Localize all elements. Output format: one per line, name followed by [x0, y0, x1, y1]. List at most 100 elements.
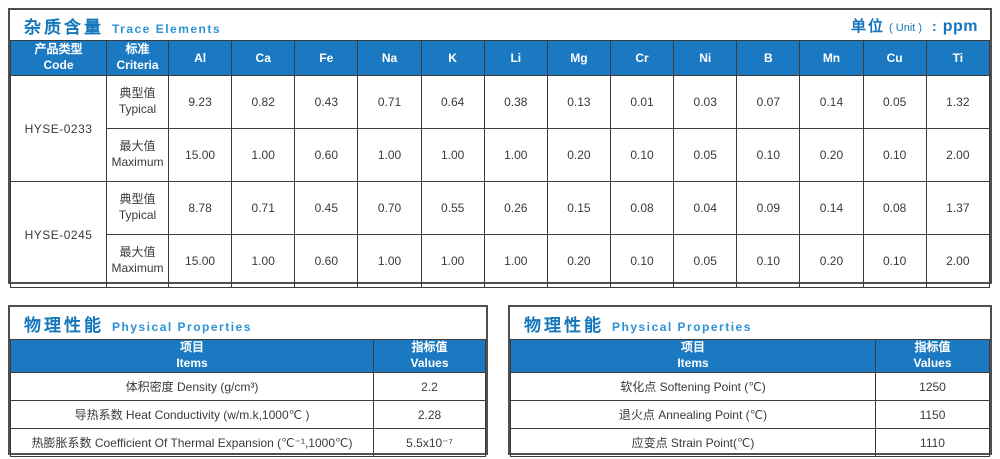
value-cell: 0.71 — [357, 75, 422, 129]
col-header-element: Ni — [673, 40, 738, 76]
col-header-element: Mn — [799, 40, 864, 76]
physical-left-header-row: 项目 Items 指标值 Values — [10, 339, 486, 373]
trace-header-row: 产品类型 Code 标准 Criteria Al Ca Fe Na K Li M… — [10, 40, 991, 76]
item-cell: 热膨胀系数 Coefficient Of Thermal Expansion (… — [10, 428, 374, 457]
col-header-element: Cu — [862, 40, 927, 76]
value-cell: 2.00 — [925, 234, 991, 288]
physical-right-title-zh: 物理性能 — [524, 315, 604, 335]
value-cell: 0.10 — [609, 128, 675, 182]
criteria-zh: 最大值 — [119, 245, 156, 260]
value-cell: 9.23 — [167, 75, 233, 129]
physical-right-table: 项目 Items 指标值 Values 软化点 Softening Point … — [510, 339, 990, 457]
trace-title: 杂质含量 Trace Elements — [24, 13, 221, 38]
table-row: HYSE-0233 典型值 Typical 9.23 0.82 0.43 0.7… — [10, 75, 991, 182]
value-cell: 0.08 — [609, 181, 675, 235]
col-header-code-zh: 产品类型 — [34, 42, 83, 57]
value-cell: 1.00 — [483, 234, 548, 288]
value-cell: 15.00 — [167, 128, 233, 182]
unit-en: ( Unit ) — [889, 21, 923, 34]
value-cell: 1.00 — [357, 234, 422, 288]
value-cell: 2.00 — [925, 128, 991, 182]
value-cell: 1.00 — [231, 234, 296, 288]
col-header-items: 项目 Items — [10, 339, 374, 373]
value-cell: 0.20 — [546, 128, 611, 182]
item-cell: 软化点 Softening Point (℃) — [510, 372, 876, 401]
table-row: 最大值 Maximum 15.00 1.00 0.60 1.00 1.00 1.… — [11, 128, 991, 182]
trace-elements-panel: 杂质含量 Trace Elements 单位 ( Unit ) : ppm 产品… — [8, 8, 992, 288]
col-header-items: 项目 Items — [510, 339, 876, 373]
value-cell: 0.10 — [862, 234, 927, 288]
col-header-items-zh: 项目 — [680, 340, 705, 355]
physical-right-title-en: Physical Properties — [612, 319, 752, 334]
value-cell: 1.37 — [925, 181, 991, 235]
value-cell: 0.55 — [420, 181, 485, 235]
value-cell: 0.10 — [609, 234, 675, 288]
value-cell: 0.82 — [231, 75, 296, 129]
value-cell: 8.78 — [167, 181, 233, 235]
criteria-en: Maximum — [111, 261, 164, 275]
physical-left-title-band: 物理性能 Physical Properties — [10, 307, 486, 339]
col-header-values: 指标值 Values — [875, 339, 990, 373]
criteria-zh: 典型值 — [119, 192, 156, 207]
value-cell: 0.04 — [673, 181, 738, 235]
value-cell: 0.14 — [799, 75, 864, 129]
value-cell: 0.20 — [546, 234, 611, 288]
value-cell: 2.28 — [373, 400, 486, 429]
physical-left-title-en: Physical Properties — [112, 319, 252, 334]
col-header-criteria: 标准 Criteria — [106, 40, 169, 76]
value-cell: 1.00 — [231, 128, 296, 182]
col-header-items-en: Items — [677, 356, 709, 370]
col-header-code-en: Code — [43, 58, 74, 72]
item-cell: 应变点 Strain Point(℃) — [510, 428, 876, 457]
table-row: 退火点 Annealing Point (℃) 1150 — [510, 400, 990, 429]
value-cell: 0.60 — [294, 128, 359, 182]
criteria-zh: 最大值 — [119, 139, 156, 154]
value-cell: 15.00 — [167, 234, 233, 288]
unit-colon: : — [932, 17, 937, 34]
criteria-cell: 典型值 Typical — [106, 181, 169, 235]
trace-elements-table: 产品类型 Code 标准 Criteria Al Ca Fe Na K Li M… — [10, 40, 991, 288]
col-header-element: K — [420, 40, 485, 76]
value-cell: 0.05 — [673, 128, 738, 182]
col-header-values-zh: 指标值 — [914, 340, 951, 355]
col-header-element: Ca — [231, 40, 296, 76]
col-header-element: Li — [483, 40, 548, 76]
product-code-cell: HYSE-0233 — [10, 75, 107, 182]
unit-value: ppm — [942, 17, 978, 35]
value-cell: 1.00 — [357, 128, 422, 182]
table-row: HYSE-0245 典型值 Typical 8.78 0.71 0.45 0.7… — [10, 181, 991, 288]
value-cell: 0.43 — [294, 75, 359, 129]
criteria-en: Maximum — [111, 155, 164, 169]
trace-title-band: 杂质含量 Trace Elements 单位 ( Unit ) : ppm — [10, 10, 990, 40]
table-row: 软化点 Softening Point (℃) 1250 — [510, 372, 990, 401]
col-header-items-zh: 项目 — [179, 340, 204, 355]
value-cell: 1.32 — [925, 75, 991, 129]
criteria-en: Typical — [118, 102, 157, 116]
physical-left-title-zh: 物理性能 — [24, 315, 104, 335]
product-code-cell: HYSE-0245 — [10, 181, 107, 288]
trace-title-en: Trace Elements — [112, 21, 222, 36]
value-cell: 0.20 — [799, 234, 864, 288]
col-header-criteria-zh: 标准 — [125, 42, 150, 57]
value-cell: 0.38 — [483, 75, 548, 129]
col-header-element: Ti — [925, 40, 991, 76]
table-row: 应变点 Strain Point(℃) 1110 — [510, 428, 990, 457]
col-header-values-en: Values — [913, 356, 952, 370]
value-cell: 0.13 — [546, 75, 611, 129]
value-cell: 0.10 — [736, 234, 801, 288]
value-cell: 0.10 — [862, 128, 927, 182]
value-cell: 1250 — [875, 372, 990, 401]
value-cell: 0.01 — [609, 75, 675, 129]
col-header-element: Al — [167, 40, 233, 76]
table-row: 热膨胀系数 Coefficient Of Thermal Expansion (… — [10, 428, 486, 457]
table-row: 导热系数 Heat Conductivity (w/m.k,1000℃ ) 2.… — [10, 400, 486, 429]
unit-zh: 单位 — [851, 17, 886, 35]
item-cell: 体积密度 Density (g/cm³) — [10, 372, 374, 401]
col-header-values-zh: 指标值 — [411, 340, 448, 355]
value-cell: 0.60 — [294, 234, 359, 288]
physical-left-table: 项目 Items 指标值 Values 体积密度 Density (g/cm³)… — [10, 339, 486, 457]
value-cell: 0.08 — [862, 181, 927, 235]
col-header-code: 产品类型 Code — [10, 40, 107, 76]
criteria-cell: 最大值 Maximum — [106, 128, 169, 182]
value-cell: 1.00 — [420, 234, 485, 288]
